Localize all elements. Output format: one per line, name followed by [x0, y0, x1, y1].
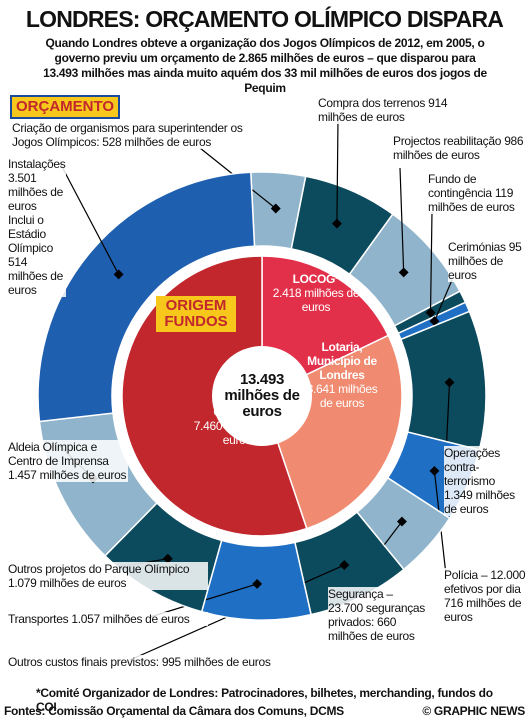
center-label: 13.493 milhões de euros: [224, 371, 300, 420]
segment-value: 1.457 milhões de euros: [8, 468, 127, 482]
segment-label: Fundo de contingência 119 milhões de eur…: [428, 172, 523, 214]
segment-label: Aldeia Olímpica e Centro de Imprensa 1.4…: [8, 440, 128, 482]
segment-label: Polícia – 12.000 efetivos por dia 716 mi…: [444, 568, 526, 624]
slice-label: Governo 7.460 milhões de euros: [192, 405, 282, 447]
leader-dot: [339, 560, 350, 570]
leader-dot: [444, 377, 455, 388]
segment-value: 716 milhões de euros: [444, 596, 522, 624]
source: Fontes: Comissão Orçamental da Câmara do…: [4, 704, 344, 718]
segment-value: 986 milhões de euros: [393, 134, 524, 162]
center-hole: [212, 346, 312, 446]
segment-name: Criação de organismos para superintender…: [12, 121, 243, 149]
segment-name: Cerimónias: [448, 240, 506, 254]
segment-name: Outros custos finais previstos:: [8, 655, 159, 669]
segment-name: Segurança – 23.700 seguranças privados:: [328, 587, 425, 629]
annotation: Inclui o Estádio Olímpico 514 milhões de…: [8, 213, 66, 297]
segment-name: Instalações: [8, 157, 66, 171]
slice-value: 2.418 milhões de euros: [272, 286, 360, 314]
segment-label: Compra dos terrenos 914 milhões de euros: [318, 96, 468, 124]
leader-dot: [252, 578, 263, 589]
segment-name: Transportes: [8, 612, 69, 626]
segment-name: Compra dos terrenos: [318, 96, 426, 110]
leader-dot: [398, 267, 409, 278]
leader-dot: [270, 203, 281, 214]
slice-label: LOCOG* 2.418 milhões de euros: [268, 272, 364, 314]
segment-label: Segurança – 23.700 seguranças privados: …: [328, 587, 428, 643]
leader-line: [336, 117, 339, 224]
leader-dot: [162, 553, 173, 564]
segment-label: Transportes 1.057 milhões de euros: [8, 612, 208, 626]
segment-label: Instalações 3.501 milhões de euros: [8, 157, 66, 213]
leader-dot: [429, 465, 440, 476]
segment-label: Outros projetos do Parque Olímpico 1.079…: [8, 562, 208, 590]
segment-label: Cerimónias 95 milhões de euros: [448, 240, 528, 282]
segment-value: 995 milhões de euros: [161, 655, 271, 669]
funding-title: ORIGEM FUNDOS: [156, 296, 236, 332]
segment-value: 95 milhões de euros: [448, 240, 522, 282]
segment-name: Projectos reabilitação: [393, 134, 502, 148]
segment-value: 660 milhões de euros: [328, 615, 415, 643]
ring-segment: [37, 171, 256, 423]
segment-value: 119 milhões de euros: [428, 186, 515, 214]
slice-label: Lotaria, Município de Londres 3.641 milhõ…: [302, 340, 382, 410]
segment-name: Aldeia Olímpica e Centro de Imprensa: [8, 440, 109, 468]
leader-line: [399, 167, 405, 273]
title: LONDRES: ORÇAMENTO OLÍMPICO DISPARA: [25, 6, 504, 32]
segment-label: Outros custos finais previstos: 995 milh…: [8, 655, 338, 669]
leader-line: [59, 162, 120, 275]
slice-name: LOCOG*: [292, 272, 340, 286]
segment-value: 1.057 milhões de euros: [71, 612, 190, 626]
segment-label: Operações contra-terrorismo 1.349 milhõe…: [444, 446, 526, 516]
slice-name: Lotaria, Município de Londres: [307, 340, 377, 382]
slice-value: 3.641 milhões de euros: [306, 382, 378, 410]
segment-name: Outros projetos do Parque Olímpico: [8, 562, 190, 576]
segment-name: Operações contra-terrorismo: [444, 446, 500, 488]
segment-label: Criação de organismos para superintender…: [12, 121, 247, 149]
slice-name: Governo: [213, 405, 261, 419]
segment-value: 528 milhões de euros: [102, 135, 212, 149]
leader-dot: [396, 516, 407, 527]
subtitle: Quando Londres obteve a organização dos …: [43, 36, 487, 95]
leader-line: [429, 211, 433, 313]
leader-dot: [425, 307, 436, 318]
leader-line: [433, 279, 453, 322]
segment-value: 1.349 milhões de euros: [444, 488, 515, 516]
segment-value: 1.079 milhões de euros: [8, 576, 127, 590]
segment-label: Projectos reabilitação 986 milhões de eu…: [393, 134, 525, 162]
budget-title: ORÇAMENTO: [10, 95, 121, 119]
footnote: *Comité Organizador de Londres: Patrocin…: [36, 686, 493, 714]
segment-name: Fundo de contingência: [428, 172, 492, 200]
segment-name: Polícia – 12.000 efetivos por dia: [444, 568, 526, 596]
leader-dot: [331, 218, 342, 229]
slice-value: 7.460 milhões de euros: [193, 419, 281, 447]
credit: © GRAPHIC NEWS: [422, 704, 525, 718]
segment-value: 914 milhões de euros: [318, 96, 448, 124]
segment-value: 3.501 milhões de euros: [8, 171, 64, 213]
leader-dot: [429, 316, 440, 327]
